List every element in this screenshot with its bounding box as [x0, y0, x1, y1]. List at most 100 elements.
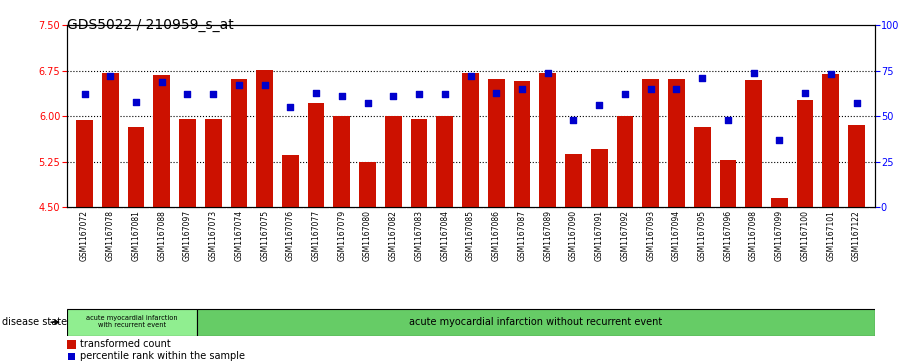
- Point: [669, 86, 683, 92]
- Bar: [67, 309, 197, 336]
- Text: GSM1167082: GSM1167082: [389, 210, 398, 261]
- Text: GSM1167095: GSM1167095: [698, 210, 707, 261]
- Point: [746, 70, 761, 76]
- Point: [540, 70, 555, 76]
- Text: acute myocardial infarction
with recurrent event: acute myocardial infarction with recurre…: [86, 315, 178, 328]
- Point: [361, 101, 375, 106]
- Bar: [411, 119, 427, 207]
- Bar: [539, 73, 556, 207]
- Point: [386, 93, 401, 99]
- Text: GSM1167094: GSM1167094: [672, 210, 681, 261]
- Text: GSM1167081: GSM1167081: [131, 210, 140, 261]
- Point: [412, 91, 426, 97]
- Text: GSM1167099: GSM1167099: [775, 210, 783, 261]
- Text: GSM1167075: GSM1167075: [261, 210, 269, 261]
- Text: GSM1167100: GSM1167100: [801, 210, 810, 261]
- Point: [592, 102, 607, 108]
- Text: GSM1167122: GSM1167122: [852, 210, 861, 261]
- Bar: [668, 79, 685, 207]
- Bar: [153, 75, 170, 207]
- Bar: [514, 81, 530, 207]
- Text: GSM1167072: GSM1167072: [80, 210, 89, 261]
- Point: [463, 73, 477, 79]
- Point: [206, 91, 220, 97]
- Bar: [797, 100, 814, 207]
- Point: [772, 137, 786, 143]
- Point: [824, 72, 838, 77]
- Bar: [102, 73, 118, 207]
- Text: GSM1167087: GSM1167087: [517, 210, 527, 261]
- Bar: [462, 73, 479, 207]
- Point: [643, 86, 658, 92]
- Text: percentile rank within the sample: percentile rank within the sample: [80, 351, 245, 362]
- Bar: [642, 79, 659, 207]
- Bar: [720, 160, 736, 207]
- Text: GSM1167089: GSM1167089: [543, 210, 552, 261]
- Point: [489, 90, 504, 95]
- Text: GSM1167076: GSM1167076: [286, 210, 295, 261]
- Point: [180, 91, 195, 97]
- Bar: [333, 116, 350, 207]
- Bar: [128, 127, 144, 207]
- Bar: [436, 116, 453, 207]
- Point: [155, 79, 169, 85]
- Bar: [282, 155, 299, 207]
- Bar: [385, 115, 402, 207]
- Text: GSM1167097: GSM1167097: [183, 210, 192, 261]
- Bar: [359, 162, 376, 207]
- Text: GSM1167088: GSM1167088: [158, 210, 166, 261]
- Point: [334, 93, 349, 99]
- Bar: [205, 119, 221, 207]
- Text: GSM1167092: GSM1167092: [620, 210, 630, 261]
- Bar: [565, 154, 582, 207]
- Point: [103, 73, 118, 79]
- Text: GSM1167080: GSM1167080: [363, 210, 372, 261]
- Bar: [77, 121, 93, 207]
- Text: GSM1167083: GSM1167083: [415, 210, 424, 261]
- Point: [515, 86, 529, 92]
- Bar: [179, 119, 196, 207]
- Point: [849, 101, 864, 106]
- Text: GSM1167079: GSM1167079: [337, 210, 346, 261]
- Point: [309, 90, 323, 95]
- Bar: [256, 70, 273, 207]
- Text: transformed count: transformed count: [80, 339, 170, 350]
- Bar: [67, 340, 77, 349]
- Bar: [694, 127, 711, 207]
- Point: [128, 99, 143, 105]
- Text: GSM1167093: GSM1167093: [646, 210, 655, 261]
- Text: GSM1167090: GSM1167090: [569, 210, 578, 261]
- Text: GSM1167078: GSM1167078: [106, 210, 115, 261]
- Text: GDS5022 / 210959_s_at: GDS5022 / 210959_s_at: [67, 18, 233, 32]
- Bar: [67, 352, 76, 360]
- Point: [798, 90, 813, 95]
- Point: [258, 82, 272, 88]
- Text: disease state: disease state: [2, 317, 67, 327]
- Bar: [488, 79, 505, 207]
- Bar: [771, 198, 788, 207]
- Bar: [197, 309, 875, 336]
- Bar: [591, 149, 608, 207]
- Text: acute myocardial infarction without recurrent event: acute myocardial infarction without recu…: [409, 317, 662, 327]
- Point: [695, 75, 710, 81]
- Bar: [308, 103, 324, 207]
- Text: GSM1167096: GSM1167096: [723, 210, 732, 261]
- Text: GSM1167073: GSM1167073: [209, 210, 218, 261]
- Point: [618, 91, 632, 97]
- Bar: [745, 80, 762, 207]
- Point: [231, 82, 246, 88]
- Point: [566, 117, 580, 123]
- Bar: [823, 74, 839, 207]
- Point: [437, 91, 452, 97]
- Bar: [617, 116, 633, 207]
- Text: GSM1167084: GSM1167084: [440, 210, 449, 261]
- Text: GSM1167085: GSM1167085: [466, 210, 475, 261]
- Bar: [848, 125, 865, 207]
- Text: GSM1167086: GSM1167086: [492, 210, 501, 261]
- Point: [77, 91, 92, 97]
- Text: GSM1167077: GSM1167077: [312, 210, 321, 261]
- Text: GSM1167098: GSM1167098: [749, 210, 758, 261]
- Text: GSM1167091: GSM1167091: [595, 210, 604, 261]
- Text: GSM1167101: GSM1167101: [826, 210, 835, 261]
- Point: [283, 104, 298, 110]
